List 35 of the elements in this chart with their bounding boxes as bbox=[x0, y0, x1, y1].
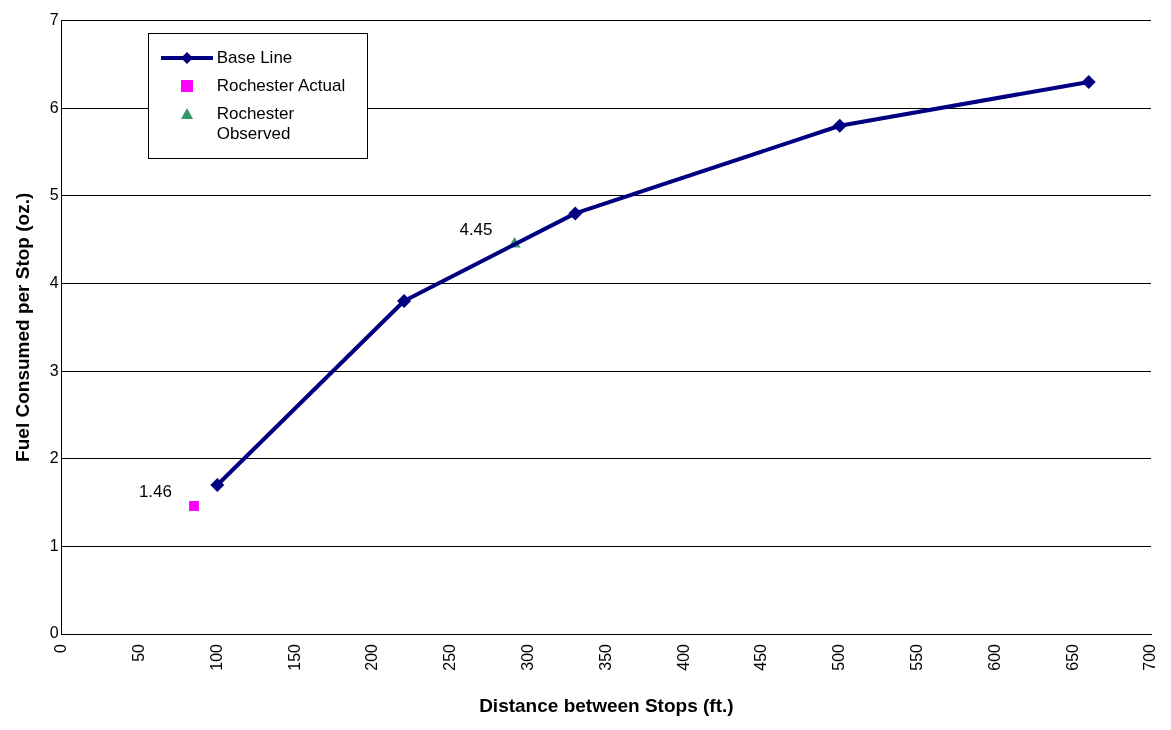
x-tick-label: 400 bbox=[674, 643, 692, 671]
y-tick-label: 6 bbox=[49, 98, 59, 116]
y-tick-label: 0 bbox=[49, 624, 59, 642]
data-label: 1.46 bbox=[138, 481, 172, 501]
point bbox=[568, 206, 583, 221]
data-label: 4.45 bbox=[459, 219, 493, 239]
y-tick-label: 3 bbox=[49, 361, 59, 379]
x-tick-label: 250 bbox=[441, 643, 459, 671]
point bbox=[189, 501, 199, 512]
point bbox=[1081, 74, 1096, 89]
x-tick-label: 350 bbox=[596, 643, 614, 671]
x-tick-label: 100 bbox=[207, 643, 225, 671]
y-tick-label: 5 bbox=[49, 186, 59, 204]
x-tick-label: 50 bbox=[129, 643, 147, 662]
x-tick-label: 500 bbox=[830, 643, 848, 671]
y-tick-label: 4 bbox=[49, 273, 59, 291]
x-tick-label: 450 bbox=[752, 643, 770, 671]
x-tick-label: 150 bbox=[285, 643, 303, 671]
point bbox=[397, 294, 412, 309]
y-axis-title: Fuel Consumed per Stop (oz.) bbox=[11, 192, 33, 462]
x-tick-label: 200 bbox=[363, 643, 381, 671]
y-tick-label: 7 bbox=[49, 11, 59, 29]
y-tick-label: 1 bbox=[49, 536, 59, 554]
point bbox=[832, 118, 847, 133]
x-tick-label: 550 bbox=[907, 643, 925, 671]
legend-label: Rochester Observed bbox=[216, 103, 296, 144]
x-tick-label: 300 bbox=[518, 643, 536, 671]
x-tick-label: 600 bbox=[985, 643, 1003, 671]
x-axis-title: Distance between Stops (ft.) bbox=[479, 694, 734, 716]
x-tick-label: 700 bbox=[1141, 643, 1159, 671]
legend-label: Base Line bbox=[216, 47, 293, 68]
x-tick-label: 650 bbox=[1063, 643, 1081, 671]
y-tick-label: 2 bbox=[49, 449, 59, 467]
point bbox=[210, 478, 225, 493]
legend-label: Rochester Actual bbox=[216, 75, 346, 96]
